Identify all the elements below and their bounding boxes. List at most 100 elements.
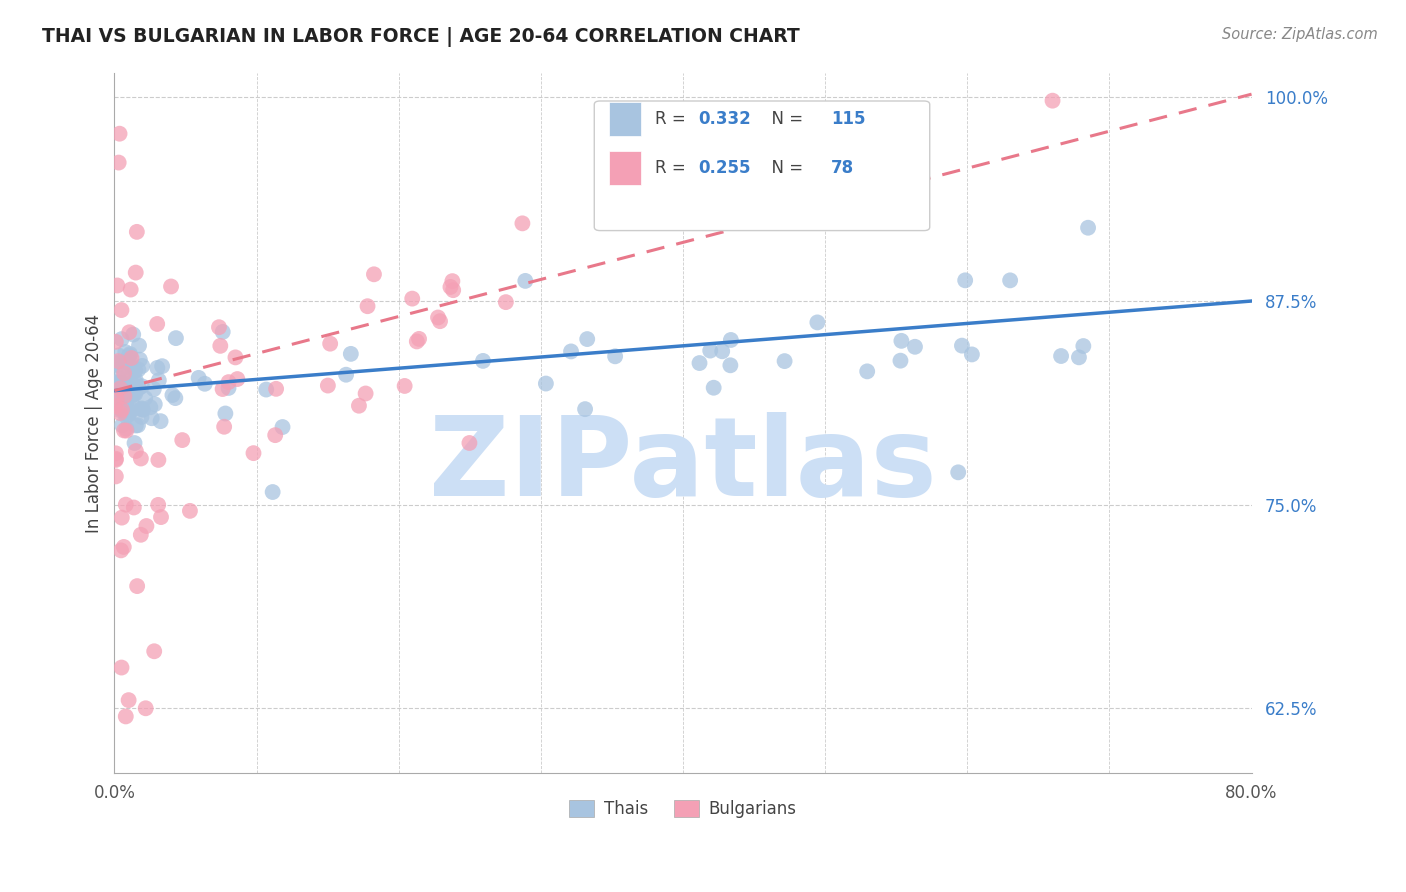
Point [114,498,136,512]
Point [124,387,146,401]
Point [363,268,385,282]
Point [104,399,127,413]
Point [105,392,128,407]
Point [515,274,537,288]
Text: R =: R = [655,160,690,178]
Point [108,389,131,403]
Point [720,333,742,347]
Point [401,292,423,306]
Point [105,376,128,390]
Point [111,400,134,414]
Text: 78: 78 [831,160,853,178]
Point [111,376,134,391]
Point [948,466,970,480]
Point [209,339,232,353]
Point [125,225,148,239]
Point [439,280,461,294]
Point [124,376,146,390]
Point [146,317,169,331]
Point [112,424,135,438]
Point [127,418,149,433]
Point [124,401,146,415]
Point [105,358,128,372]
Point [104,376,127,390]
Point [394,379,416,393]
Point [104,469,127,483]
Y-axis label: In Labor Force | Age 20-64: In Labor Force | Age 20-64 [86,314,103,533]
Point [129,528,152,542]
Point [262,485,284,500]
Point [112,389,135,403]
Point [111,418,134,433]
Text: N =: N = [762,160,808,178]
Point [340,347,363,361]
Point [187,371,209,385]
Point [114,388,136,402]
Point [472,354,495,368]
Point [960,347,983,361]
Text: 0.332: 0.332 [697,111,751,128]
Point [112,540,135,554]
Point [806,315,828,329]
Point [172,433,194,447]
Point [112,393,135,408]
Point [405,334,427,349]
Point [115,379,138,393]
Point [128,381,150,395]
Point [129,451,152,466]
Point [127,362,149,376]
Point [148,373,170,387]
Point [107,371,129,385]
Point [104,334,127,349]
Point [131,402,153,417]
FancyBboxPatch shape [595,101,929,230]
Point [110,660,132,674]
Point [110,376,132,390]
Point [124,363,146,377]
Point [319,336,342,351]
Point [104,453,127,467]
Point [134,391,156,405]
Point [148,498,170,512]
Point [703,381,725,395]
Point [110,303,132,318]
Point [264,382,287,396]
Point [1042,94,1064,108]
Point [127,579,149,593]
Point [104,446,127,460]
Point [689,356,711,370]
Point [1067,351,1090,365]
Point [120,402,142,417]
Point [254,383,277,397]
Point [208,320,231,334]
Point [150,510,173,524]
Point [950,338,973,352]
Point [110,332,132,346]
Point [458,436,481,450]
Point [441,283,464,297]
Point [904,340,927,354]
Point [429,314,451,328]
Point [271,420,294,434]
Point [118,347,141,361]
Point [108,401,131,415]
Point [121,389,143,403]
Point [118,349,141,363]
Point [115,355,138,369]
Point [108,406,131,420]
Point [773,354,796,368]
Legend: Thais, Bulgarians: Thais, Bulgarians [562,793,803,824]
Point [711,344,734,359]
Point [111,510,134,524]
Point [105,387,128,401]
Point [165,391,187,405]
Point [890,334,912,348]
Point [141,411,163,425]
Point [718,359,741,373]
Point [114,345,136,359]
Point [112,393,135,408]
Point [105,278,128,293]
Text: THAI VS BULGARIAN IN LABOR FORCE | AGE 20-64 CORRELATION CHART: THAI VS BULGARIAN IN LABOR FORCE | AGE 2… [42,27,800,46]
Point [131,401,153,416]
Point [112,389,135,403]
